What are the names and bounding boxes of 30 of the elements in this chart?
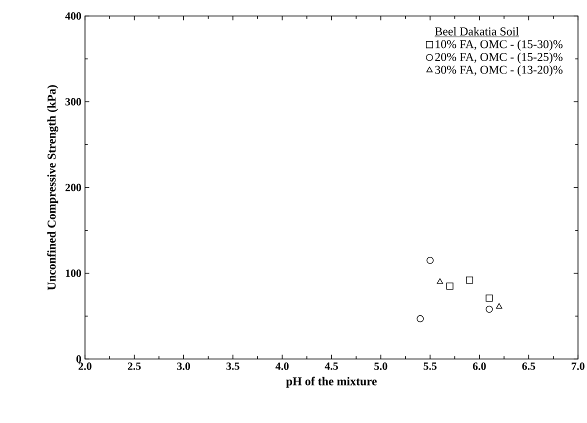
legend-title: Beel Dakatia Soil <box>435 27 519 36</box>
point <box>426 256 434 264</box>
x-tick-label: 5.5 <box>424 362 437 370</box>
x-tick-label: 4.5 <box>324 362 338 370</box>
point <box>436 278 444 284</box>
x-tick-label: 2.0 <box>78 362 92 370</box>
point <box>446 282 454 290</box>
y-tick-label: 200 <box>65 184 82 192</box>
x-tick-label: 6.0 <box>472 362 486 370</box>
y-tick-label: 300 <box>65 98 82 106</box>
x-tick-label: 6.5 <box>522 362 536 370</box>
point <box>416 315 424 322</box>
x-tick-label: 7.0 <box>572 362 584 370</box>
legend-label: 30% FA, OMC - (13-20)% <box>435 65 563 76</box>
point <box>496 303 502 309</box>
point <box>486 306 493 313</box>
x-tick-label: 5.0 <box>374 362 388 370</box>
x-tick-label: 3.0 <box>177 362 190 370</box>
y-tick-label: 0 <box>76 355 82 363</box>
x-tick-label: 2.5 <box>128 362 141 370</box>
x-tick-label: 4.0 <box>276 362 289 370</box>
y-axis-title: Unconfined Compressive Strength (kPa) <box>47 85 58 290</box>
legend-label: 10% FA, OMC - (15-30)% <box>436 40 563 51</box>
legend-label: 20% FA, OMC - (15-25)% <box>435 52 563 64</box>
y-tick-label: 100 <box>66 270 82 277</box>
x-tick-label: 3.5 <box>226 362 240 370</box>
point <box>466 276 474 284</box>
x-axis-title: pH of the mixture <box>286 376 377 388</box>
point <box>486 294 493 302</box>
y-tick-label: 400 <box>65 12 82 20</box>
